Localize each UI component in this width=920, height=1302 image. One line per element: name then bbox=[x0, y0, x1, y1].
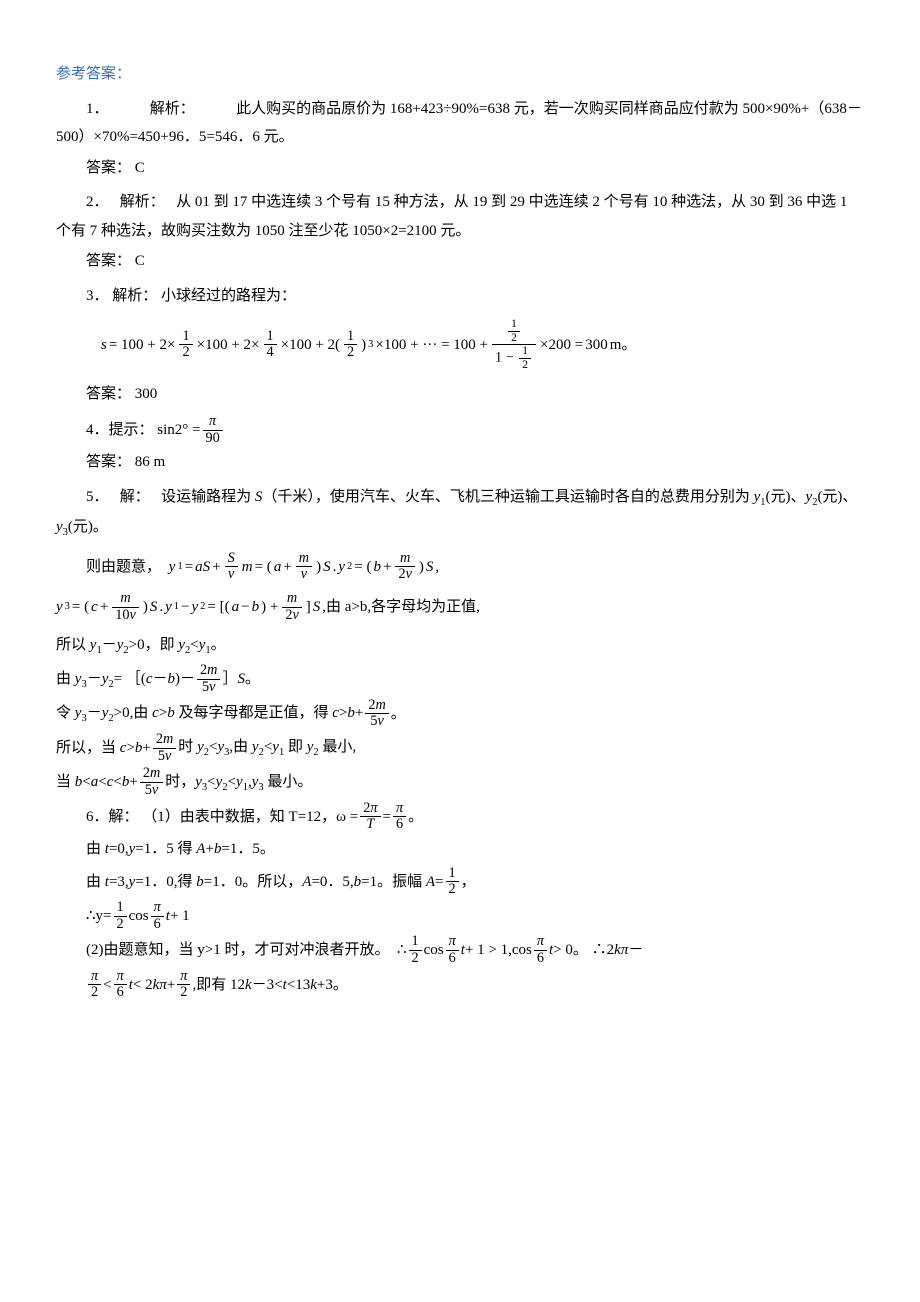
q3-analysis-text: 小球经过的路程为： bbox=[161, 288, 296, 304]
q1-analysis-label: 解析： bbox=[150, 101, 188, 117]
q3-analysis-label: 解析： bbox=[112, 288, 157, 304]
q6-p4-pre: ∴y= bbox=[86, 902, 112, 931]
answers-header: 参考答案： bbox=[56, 60, 864, 89]
q4-answer: 86 m bbox=[135, 454, 165, 470]
q6-p3: 由 t=3,y=1．0,得 b=1．0。所以，A=0．5,b=1。振幅 A= 1… bbox=[56, 866, 864, 898]
q1-label: 1． bbox=[86, 101, 101, 117]
q3-analysis-intro: 3． 解析： 小球经过的路程为： bbox=[56, 282, 864, 311]
q2-analysis: 2． 解析： 从 01 到 17 中选连续 3 个号有 15 种方法，从 19 … bbox=[56, 188, 864, 245]
q6-p1: 6． 解： （1）由表中数据，知 T=12， ω = 2πT = π6 。 bbox=[56, 801, 864, 833]
q6-p3-num: 1 bbox=[446, 866, 459, 883]
q6-sol-label: 解： bbox=[109, 803, 139, 832]
q6-label: 6． bbox=[86, 803, 109, 832]
q3-answer: 300 bbox=[135, 386, 158, 402]
q1-analysis: 1． 解析： 此人购买的商品原价为 168+423÷90%=638 元，若一次购… bbox=[56, 95, 864, 152]
q2-answer: C bbox=[135, 253, 145, 269]
q6-p5-pre: (2)由题意知，当 y>1 时，才可对冲浪者开放。 bbox=[86, 936, 389, 965]
q1-answer-label: 答案： bbox=[86, 160, 131, 176]
q2-answer-line: 答案： C bbox=[56, 247, 864, 276]
q4-answer-line: 答案： 86 m bbox=[56, 448, 864, 477]
q3-equation: s = 100 + 2× 12 ×100 + 2× 14 ×100 + 2( 1… bbox=[101, 318, 864, 372]
q4-label: 4． bbox=[86, 416, 109, 445]
q3-result: 300 bbox=[585, 331, 608, 360]
q5-diff12-tail: ,由 a>b,各字母均为正值, bbox=[322, 593, 480, 622]
q5-eq2: y3 = (c + m10v )S. y1 − y2 = [(a − b) + … bbox=[56, 591, 864, 623]
q5-sol-label: 解： bbox=[120, 489, 143, 505]
q5-let-tail: 。 bbox=[391, 700, 406, 729]
q4-answer-label: 答案： bbox=[86, 454, 131, 470]
q6-p3-den: 2 bbox=[446, 882, 459, 898]
q6-p4: ∴y= 12 cos π6 t + 1 bbox=[56, 900, 864, 932]
q5-diff32: 由 y3－y2= ［(c－b)－ 2m5v ］S。 bbox=[56, 663, 864, 695]
q4-hint-label: 提示： bbox=[109, 416, 154, 445]
q3-unit: m。 bbox=[610, 331, 637, 360]
q6-p3-tail: ， bbox=[461, 868, 476, 897]
q5-label: 5． bbox=[86, 489, 101, 505]
q4-hint: 4． 提示： sin2° = π90 bbox=[56, 414, 864, 446]
q6-p1-pre: （1）由表中数据，知 T=12， bbox=[142, 803, 336, 832]
q5-intro: 5． 解： 设运输路程为 S（千米），使用汽车、火车、飞机三种运输工具运输时各自… bbox=[56, 483, 864, 543]
q6-p6: π2 < π6 t < 2kπ + π2 ,即有 12k－3<t<13k+3。 bbox=[56, 969, 864, 1001]
q1-answer-line: 答案： C bbox=[56, 154, 864, 183]
q2-label: 2． bbox=[86, 194, 101, 210]
q5-let: 令 y3－y2>0,由 c>b 及每字母都是正值，得 c>b+ 2m5v 。 bbox=[56, 698, 864, 730]
q5-line1-pre: 则由题意， bbox=[86, 553, 161, 582]
q6-p2: 由 t=0,y=1．5 得 A+b=1．5。 bbox=[56, 835, 864, 864]
q6-p1-tail: 。 bbox=[408, 803, 423, 832]
q5-case2: 当 b<a<c<b+ 2m5v 时，y3<y2<y1,y3 最小。 bbox=[56, 766, 864, 798]
q2-analysis-label: 解析： bbox=[120, 194, 158, 210]
q6-p5: (2)由题意知，当 y>1 时，才可对冲浪者开放。 ∴ 12 cos π6 t … bbox=[56, 934, 864, 966]
q5-eq1: 则由题意， y1 = aS + Sv m = (a + mv )S. y2 = … bbox=[86, 551, 864, 583]
q5-so1: 所以 y1－y2>0，即 y2<y1。 bbox=[56, 631, 864, 661]
q3-answer-line: 答案： 300 bbox=[56, 380, 864, 409]
q2-analysis-text: 从 01 到 17 中选连续 3 个号有 15 种方法，从 19 到 29 中选… bbox=[56, 194, 847, 239]
q3-answer-label: 答案： bbox=[86, 386, 131, 402]
q1-answer: C bbox=[135, 160, 145, 176]
q5-case1: 所以，当 c>b+ 2m5v 时 y2<y3,由 y2<y1 即 y2 最小, bbox=[56, 732, 864, 764]
q3-label: 3． bbox=[86, 288, 109, 304]
q2-answer-label: 答案： bbox=[86, 253, 131, 269]
